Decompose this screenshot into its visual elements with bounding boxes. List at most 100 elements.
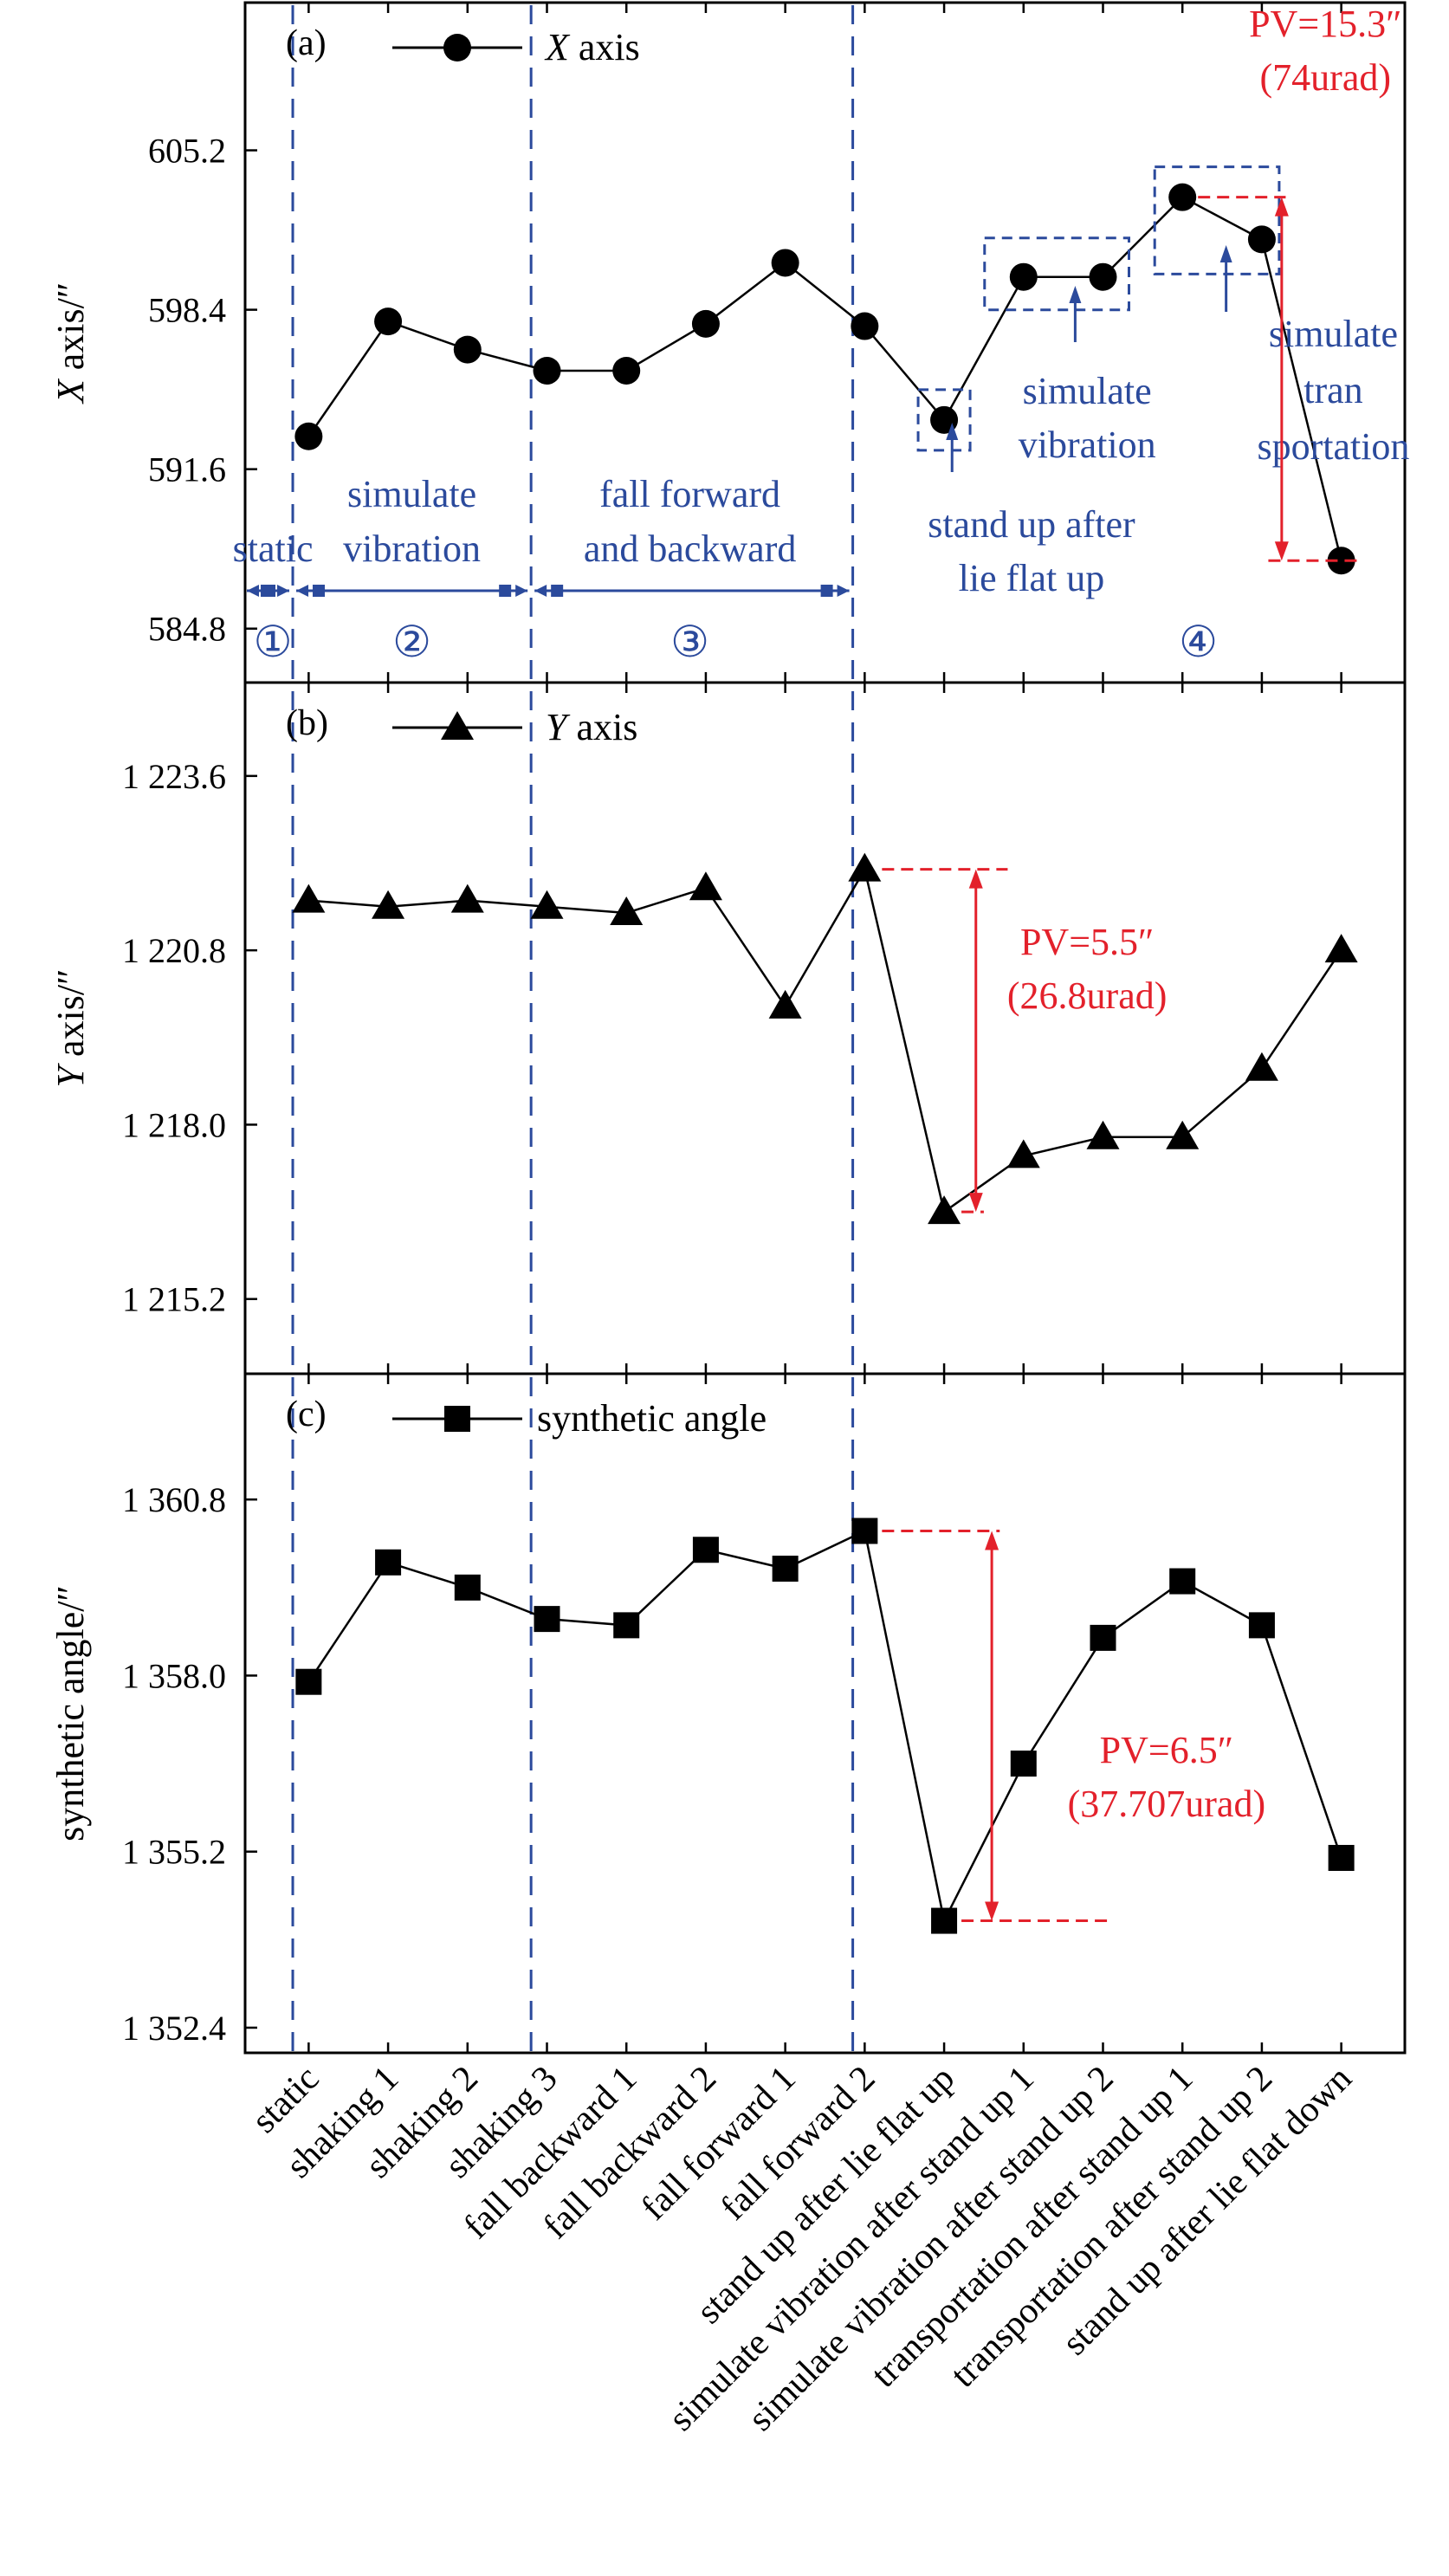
- stage-label: vibration: [343, 527, 481, 570]
- data-point: [851, 1518, 878, 1544]
- data-point: [771, 249, 799, 277]
- y-tick-label: 591.6: [148, 450, 226, 489]
- series-line: [308, 866, 1342, 1214]
- data-point: [692, 1537, 719, 1563]
- pv-arrow-head: [1274, 197, 1289, 217]
- y-tick-label: 1 223.6: [122, 757, 226, 796]
- pv-label: PV=6.5″: [1100, 1729, 1233, 1771]
- legend-label: synthetic angle: [537, 1397, 767, 1440]
- legend-marker: [444, 1406, 470, 1432]
- panel-label: (b): [286, 703, 328, 743]
- data-point: [768, 989, 802, 1019]
- data-point: [1328, 1844, 1355, 1871]
- panel-b: 1 215.2 1 218.0 1 220.8 1 223.6 (b) Y axis/″ Y…: [49, 681, 1407, 1375]
- data-point: [1009, 262, 1038, 291]
- pv-arrow-head: [968, 869, 983, 889]
- panel-a: 584.8 591.6 598.4 605.2 (a) X axis/″ X axis: [49, 1, 1407, 684]
- data-point: [1247, 225, 1276, 254]
- series-line: [307, 1529, 1342, 1925]
- pv-arrow-head: [985, 1901, 999, 1921]
- data-point: [1166, 1120, 1200, 1149]
- stage-label: and backward: [584, 527, 797, 570]
- y-axis-label: Y axis/″: [49, 969, 92, 1088]
- panel-label: (a): [286, 23, 327, 63]
- stage-arrow-marker: [551, 585, 564, 597]
- stage-arrow-head: [534, 585, 547, 597]
- y-tick-label: 1 218.0: [122, 1105, 226, 1144]
- stage-arrow-head: [296, 585, 309, 597]
- stage-arrow-head: [277, 585, 290, 597]
- data-point: [931, 1907, 958, 1934]
- y-tick-label: 1 360.8: [122, 1480, 226, 1519]
- stage-label: vibration: [1019, 424, 1156, 466]
- data-point: [928, 1195, 961, 1225]
- stage-label: fall forward: [599, 473, 780, 515]
- y-tick-label: 1 355.2: [122, 1833, 226, 1872]
- stage-label: sportation: [1257, 425, 1409, 468]
- y-tick-label: 605.2: [148, 132, 226, 171]
- data-point: [691, 309, 720, 338]
- stage-arrow-head: [247, 585, 259, 597]
- data-point: [1324, 934, 1358, 963]
- panel-label: (c): [286, 1395, 327, 1434]
- pv-label: PV=15.3″: [1249, 3, 1401, 45]
- y-axis-label: synthetic angle/″: [49, 1585, 92, 1841]
- y-tick-label: 1 215.2: [122, 1280, 226, 1319]
- data-point: [294, 422, 323, 450]
- stage-label: simulate: [1269, 313, 1398, 355]
- data-point: [612, 356, 641, 385]
- pv-arrow-head: [968, 1193, 983, 1213]
- stage-label: simulate: [1023, 370, 1152, 412]
- data-point: [454, 1574, 481, 1601]
- data-point: [610, 896, 644, 925]
- stage-arrow-marker: [820, 585, 833, 597]
- highlight-box: [983, 236, 1130, 312]
- pv-label: (74urad): [1260, 56, 1392, 99]
- panel-c: 1 352.4 1 355.2 1 358.0 1 360.8 (c) synthetic…: [49, 1372, 1407, 2055]
- data-point: [1327, 547, 1355, 575]
- data-point: [689, 871, 722, 901]
- data-point: [851, 312, 879, 340]
- data-point: [295, 1668, 322, 1695]
- highlight-box: [916, 388, 972, 452]
- legend-marker: [443, 34, 471, 61]
- data-point: [1006, 1139, 1040, 1168]
- stage-label: simulate: [347, 473, 476, 515]
- data-point: [375, 1549, 402, 1576]
- pv-label: (37.707urad): [1068, 1783, 1266, 1825]
- plot-frame: [243, 1372, 1407, 2055]
- data-point: [613, 1612, 640, 1639]
- data-point: [848, 852, 882, 882]
- pointer-arrow-head: [1219, 245, 1232, 262]
- pv-label: (26.8urad): [1007, 974, 1168, 1017]
- stage-label: tran: [1303, 369, 1362, 411]
- stage-number: ①: [254, 618, 293, 666]
- data-point: [530, 890, 564, 919]
- y-axis-label: X axis/″: [49, 282, 92, 405]
- stage-label: stand up after: [928, 503, 1135, 546]
- pointer-arrow-head: [1069, 286, 1082, 303]
- stage-number: ③: [670, 618, 709, 666]
- data-point: [772, 1556, 799, 1582]
- y-tick-label: 584.8: [148, 610, 226, 649]
- y-tick-label: 598.4: [148, 291, 226, 330]
- legend-marker: [441, 711, 474, 740]
- pv-arrow-head: [1274, 541, 1289, 561]
- data-point: [292, 883, 326, 913]
- data-point: [1089, 262, 1117, 291]
- chart-panels: 584.8 591.6 598.4 605.2 (a) X axis/″ X axis 1 2…: [49, 1, 1407, 2055]
- data-point: [1245, 1052, 1278, 1081]
- stage-arrow-head: [837, 585, 850, 597]
- stage-number: ④: [1179, 618, 1218, 666]
- data-point: [372, 890, 405, 919]
- stage-arrow-marker: [499, 585, 512, 597]
- pointer-arrow-head: [946, 423, 959, 440]
- data-point: [374, 307, 403, 336]
- data-point: [453, 335, 482, 364]
- y-tick-label: 1 352.4: [122, 2009, 226, 2048]
- data-point: [534, 1606, 560, 1633]
- y-tick-label: 1 220.8: [122, 931, 226, 970]
- data-point: [1248, 1612, 1275, 1639]
